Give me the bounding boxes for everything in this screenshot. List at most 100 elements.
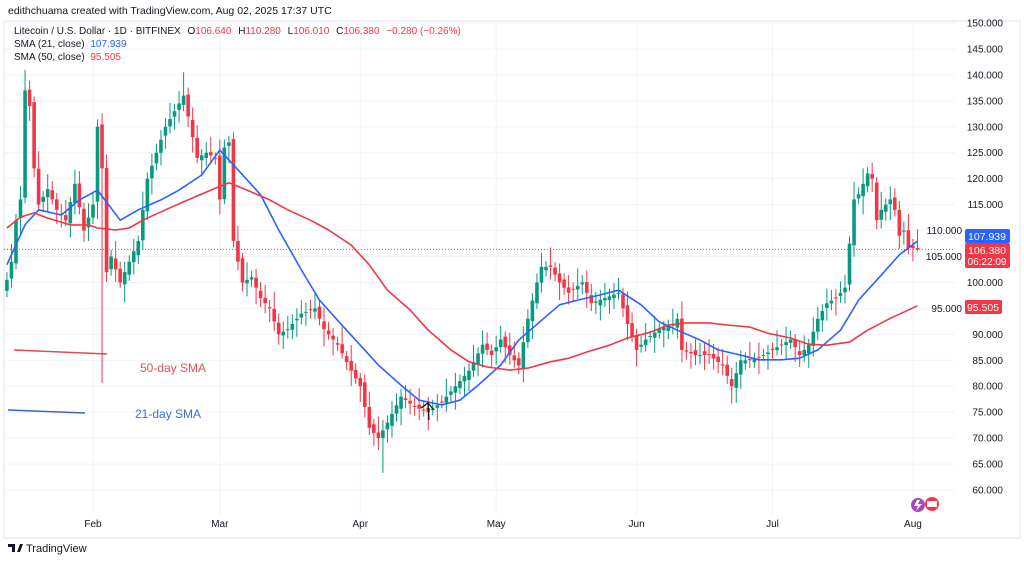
candle[interactable] [625, 291, 630, 341]
candle[interactable] [911, 239, 915, 262]
candle[interactable] [213, 152, 218, 165]
candle[interactable] [757, 342, 761, 374]
candle[interactable] [666, 319, 671, 340]
candle[interactable] [231, 132, 236, 248]
candle[interactable] [367, 391, 372, 435]
candle[interactable] [738, 350, 743, 389]
candle[interactable] [652, 316, 657, 353]
candle[interactable] [535, 273, 539, 309]
candle[interactable] [154, 143, 159, 171]
candle[interactable] [498, 325, 503, 353]
candle[interactable] [82, 202, 86, 242]
candle[interactable] [208, 136, 213, 162]
candle[interactable] [168, 102, 172, 134]
sma50-legend[interactable]: SMA (50, close) 95.505 [14, 52, 121, 63]
candle[interactable] [190, 107, 195, 153]
candle[interactable] [326, 321, 331, 340]
candle[interactable] [258, 282, 263, 308]
sma21-legend[interactable]: SMA (21, close) 107.939 [14, 39, 127, 50]
candle[interactable] [684, 341, 689, 360]
candle[interactable] [793, 334, 797, 362]
candle[interactable] [897, 201, 902, 249]
candle[interactable] [816, 306, 820, 340]
candle[interactable] [544, 261, 548, 277]
candle[interactable] [616, 277, 621, 300]
candle[interactable] [462, 366, 467, 396]
sma21-line[interactable] [6, 149, 918, 406]
candle[interactable] [883, 198, 888, 221]
candle[interactable] [54, 192, 59, 225]
candle[interactable] [562, 273, 566, 296]
candle[interactable] [285, 315, 290, 339]
candle[interactable] [874, 177, 879, 230]
candle[interactable] [716, 347, 720, 374]
candle[interactable] [186, 87, 190, 128]
candle[interactable] [557, 263, 562, 301]
candle[interactable] [399, 388, 403, 426]
candle[interactable] [657, 323, 662, 339]
candle[interactable] [263, 285, 267, 314]
candle[interactable] [45, 174, 50, 213]
candle[interactable] [150, 153, 154, 195]
candle[interactable] [172, 103, 177, 130]
candle[interactable] [412, 398, 417, 416]
candle[interactable] [553, 262, 557, 282]
candle[interactable] [825, 288, 829, 321]
candle[interactable] [91, 193, 95, 225]
candle[interactable] [236, 225, 240, 271]
candle[interactable] [566, 275, 571, 305]
candle[interactable] [530, 293, 535, 339]
candle[interactable] [693, 339, 698, 366]
candle[interactable] [240, 253, 245, 292]
candle[interactable] [671, 308, 675, 335]
candle[interactable] [86, 203, 91, 241]
candle[interactable] [109, 249, 113, 276]
candle[interactable] [707, 338, 711, 364]
candle[interactable] [317, 300, 322, 326]
candle[interactable] [720, 349, 725, 376]
candle[interactable] [489, 344, 494, 368]
candle[interactable] [453, 372, 458, 410]
candle[interactable] [254, 268, 258, 305]
candle[interactable] [245, 262, 249, 297]
candle[interactable] [856, 187, 861, 204]
candle[interactable] [145, 172, 150, 221]
candle[interactable] [548, 247, 553, 280]
candle[interactable] [199, 149, 204, 177]
candle[interactable] [829, 289, 834, 311]
candle[interactable] [32, 96, 36, 178]
candle[interactable] [852, 181, 856, 257]
candle[interactable] [127, 255, 132, 281]
candle[interactable] [802, 335, 807, 363]
candle[interactable] [788, 330, 793, 349]
candle[interactable] [249, 270, 254, 287]
candle[interactable] [471, 344, 476, 377]
candle[interactable] [358, 372, 363, 403]
candle[interactable] [526, 309, 530, 348]
candle[interactable] [322, 307, 326, 347]
candle[interactable] [580, 275, 585, 295]
candle[interactable] [308, 299, 313, 319]
candle[interactable] [390, 401, 394, 438]
candle[interactable] [363, 374, 367, 418]
candle[interactable] [539, 252, 544, 293]
candle[interactable] [689, 343, 693, 369]
candle[interactable] [698, 342, 702, 365]
candle[interactable] [381, 420, 385, 473]
candle[interactable] [843, 274, 847, 304]
candle[interactable] [113, 241, 118, 282]
candle[interactable] [372, 418, 376, 446]
candle[interactable] [634, 328, 639, 367]
candle[interactable] [797, 340, 802, 368]
candle[interactable] [276, 313, 281, 345]
candle[interactable] [417, 388, 421, 420]
time-axis[interactable]: Feb Mar Apr May Jun Jul Aug [84, 519, 921, 530]
candle[interactable] [725, 355, 729, 384]
candle[interactable] [838, 281, 843, 303]
candle[interactable] [485, 332, 489, 356]
candle[interactable] [820, 304, 825, 332]
candle[interactable] [743, 352, 748, 370]
candle[interactable] [575, 268, 580, 299]
candle[interactable] [195, 125, 199, 164]
